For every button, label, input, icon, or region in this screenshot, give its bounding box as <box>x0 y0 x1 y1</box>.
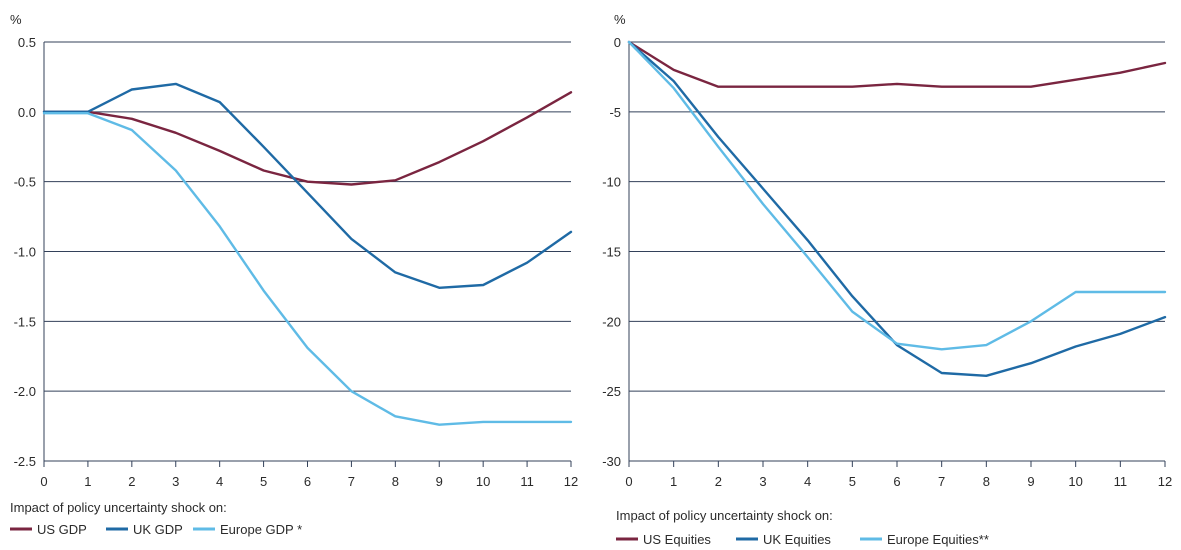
x-tick-label: 6 <box>304 474 311 489</box>
x-tick-label: 9 <box>1027 474 1034 489</box>
series-line <box>627 40 1167 88</box>
x-tick-label: 1 <box>670 474 677 489</box>
legend-label: UK GDP <box>133 522 183 537</box>
legend-label: UK Equities <box>763 532 831 547</box>
series-line <box>42 82 573 289</box>
x-tick-label: 10 <box>476 474 490 489</box>
legend-title: Impact of policy uncertainty shock on: <box>616 508 833 523</box>
x-tick-label: 6 <box>893 474 900 489</box>
legend-label: US Equities <box>643 532 711 547</box>
y-axis-label: % <box>614 12 626 27</box>
x-tick-label: 12 <box>1158 474 1172 489</box>
legend-label: Europe GDP * <box>220 522 302 537</box>
x-tick-label: 0 <box>40 474 47 489</box>
y-tick-label: -2.5 <box>14 454 36 469</box>
x-tick-label: 4 <box>216 474 223 489</box>
legend-label: US GDP <box>37 522 87 537</box>
y-tick-label: -25 <box>602 384 621 399</box>
x-tick-label: 9 <box>436 474 443 489</box>
x-tick-label: 7 <box>938 474 945 489</box>
series-line <box>627 40 1167 351</box>
y-tick-label: -0.5 <box>14 175 36 190</box>
series-line <box>42 111 573 426</box>
y-tick-label: -20 <box>602 314 621 329</box>
series-line <box>42 91 573 186</box>
legend-label: Europe Equities** <box>887 532 989 547</box>
x-tick-label: 10 <box>1068 474 1082 489</box>
x-tick-label: 2 <box>128 474 135 489</box>
series-line <box>627 40 1167 377</box>
x-tick-label: 8 <box>983 474 990 489</box>
y-tick-label: -1.0 <box>14 245 36 260</box>
legend-title: Impact of policy uncertainty shock on: <box>10 500 227 515</box>
x-tick-label: 0 <box>625 474 632 489</box>
y-axis-label: % <box>10 12 22 27</box>
x-tick-label: 4 <box>804 474 811 489</box>
x-tick-label: 7 <box>348 474 355 489</box>
x-tick-label: 11 <box>520 474 534 489</box>
y-tick-label: 0 <box>614 35 621 50</box>
y-tick-label: -5 <box>609 105 621 120</box>
x-tick-label: 3 <box>172 474 179 489</box>
x-tick-label: 8 <box>392 474 399 489</box>
y-tick-label: 0.0 <box>18 105 36 120</box>
x-tick-label: 5 <box>260 474 267 489</box>
y-tick-label: -1.5 <box>14 314 36 329</box>
y-tick-label: -15 <box>602 245 621 260</box>
x-tick-label: 12 <box>564 474 578 489</box>
y-tick-label: -10 <box>602 175 621 190</box>
x-tick-label: 1 <box>84 474 91 489</box>
y-tick-label: -30 <box>602 454 621 469</box>
x-tick-label: 11 <box>1114 474 1128 489</box>
x-tick-label: 3 <box>759 474 766 489</box>
y-tick-label: -2.0 <box>14 384 36 399</box>
x-tick-label: 5 <box>849 474 856 489</box>
x-tick-label: 2 <box>715 474 722 489</box>
y-tick-label: 0.5 <box>18 35 36 50</box>
